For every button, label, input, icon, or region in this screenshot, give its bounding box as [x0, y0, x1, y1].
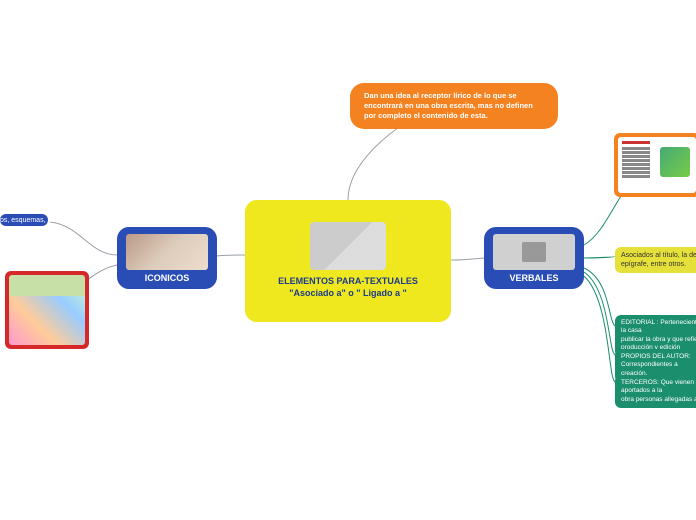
iconicos-sub-text: os, esquemas, ilustraciones, — [0, 217, 90, 224]
yellow-note[interactable]: Asociados al título, la dedica epígrafe,… — [615, 247, 696, 273]
center-node[interactable]: ELEMENTOS PARA-TEXTUALES "Asociado a" o … — [245, 200, 451, 322]
illustration-thumb[interactable] — [5, 271, 89, 349]
green-note-terceros-text: TERCEROS: Que vienen aportados a la obra… — [621, 379, 696, 403]
iconicos-image — [126, 234, 208, 270]
speech-bubble: Dan una idea al receptor lírico de lo qu… — [350, 83, 558, 129]
center-title-1: ELEMENTOS PARA-TEXTUALES — [278, 276, 418, 288]
center-image — [310, 222, 386, 270]
illustration-image — [9, 275, 85, 345]
center-title-2: "Asociado a" o " Ligado a " — [289, 288, 407, 300]
iconicos-label: ICONICOS — [145, 273, 190, 283]
yellow-note-text: Asociados al título, la dedica epígrafe,… — [621, 252, 696, 268]
verbales-node[interactable]: VERBALES — [484, 227, 584, 289]
green-note-autor-text: PROPIOS DEL AUTOR: Correspondientes a cr… — [621, 353, 691, 377]
green-note-editorial-text: EDITORIAL : Perteneciente a la casa publ… — [621, 319, 696, 351]
document-thumb[interactable] — [614, 133, 696, 197]
speech-text: Dan una idea al receptor lírico de lo qu… — [364, 91, 533, 120]
verbales-label: VERBALES — [509, 273, 558, 283]
green-note-terceros[interactable]: TERCEROS: Que vienen aportados a la obra… — [615, 375, 696, 408]
iconicos-node[interactable]: ICONICOS — [117, 227, 217, 289]
verbales-image — [493, 234, 575, 270]
document-image — [618, 137, 696, 193]
photo-icon — [522, 242, 546, 262]
